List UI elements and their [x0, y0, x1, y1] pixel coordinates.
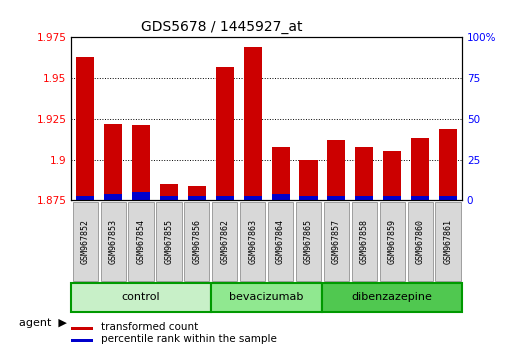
Bar: [439, 195, 457, 200]
Text: GSM967865: GSM967865: [304, 219, 313, 264]
FancyBboxPatch shape: [408, 202, 433, 280]
Text: dibenzazepine: dibenzazepine: [352, 292, 432, 302]
Bar: [132, 192, 150, 200]
Bar: [132, 125, 150, 200]
Bar: [188, 195, 206, 200]
Bar: [104, 194, 122, 200]
FancyBboxPatch shape: [296, 202, 321, 280]
Bar: [71, 339, 93, 342]
Text: GSM967857: GSM967857: [332, 219, 341, 264]
Bar: [71, 327, 93, 330]
FancyBboxPatch shape: [184, 202, 210, 280]
Text: GSM967858: GSM967858: [360, 219, 369, 264]
FancyBboxPatch shape: [73, 202, 98, 280]
Bar: [383, 195, 401, 200]
FancyBboxPatch shape: [324, 202, 349, 280]
Text: GSM967852: GSM967852: [81, 219, 90, 264]
FancyBboxPatch shape: [156, 202, 182, 280]
Bar: [243, 47, 262, 200]
Bar: [160, 195, 178, 200]
Bar: [188, 186, 206, 200]
FancyBboxPatch shape: [240, 202, 265, 280]
Bar: [411, 138, 429, 200]
Text: agent  ▶: agent ▶: [18, 319, 67, 329]
Text: GSM967855: GSM967855: [164, 219, 174, 264]
Text: GSM967859: GSM967859: [388, 219, 397, 264]
Bar: [271, 147, 290, 200]
FancyBboxPatch shape: [212, 202, 238, 280]
Text: GSM967863: GSM967863: [248, 219, 257, 264]
Bar: [216, 67, 234, 200]
Bar: [243, 195, 262, 200]
Bar: [160, 184, 178, 200]
FancyBboxPatch shape: [268, 202, 293, 280]
Bar: [355, 195, 373, 200]
Text: bevacizumab: bevacizumab: [230, 292, 304, 302]
Text: transformed count: transformed count: [100, 322, 198, 332]
FancyBboxPatch shape: [323, 283, 462, 312]
FancyBboxPatch shape: [128, 202, 154, 280]
Bar: [327, 140, 345, 200]
Bar: [76, 195, 95, 200]
Text: GDS5678 / 1445927_at: GDS5678 / 1445927_at: [141, 19, 303, 34]
Text: GSM967854: GSM967854: [137, 219, 146, 264]
FancyBboxPatch shape: [100, 202, 126, 280]
Bar: [216, 195, 234, 200]
Bar: [327, 195, 345, 200]
FancyBboxPatch shape: [380, 202, 405, 280]
Bar: [299, 195, 317, 200]
Text: GSM967864: GSM967864: [276, 219, 285, 264]
Bar: [104, 124, 122, 200]
Bar: [439, 129, 457, 200]
Text: GSM967861: GSM967861: [444, 219, 452, 264]
Bar: [411, 195, 429, 200]
Bar: [76, 57, 95, 200]
Bar: [299, 160, 317, 200]
Text: GSM967860: GSM967860: [416, 219, 425, 264]
FancyBboxPatch shape: [436, 202, 460, 280]
Text: percentile rank within the sample: percentile rank within the sample: [100, 334, 277, 344]
FancyBboxPatch shape: [352, 202, 377, 280]
Bar: [355, 147, 373, 200]
Bar: [383, 152, 401, 200]
FancyBboxPatch shape: [211, 283, 323, 312]
FancyBboxPatch shape: [71, 283, 211, 312]
Bar: [271, 194, 290, 200]
Text: GSM967856: GSM967856: [192, 219, 201, 264]
Text: control: control: [122, 292, 161, 302]
Text: GSM967862: GSM967862: [220, 219, 229, 264]
Text: GSM967853: GSM967853: [109, 219, 118, 264]
